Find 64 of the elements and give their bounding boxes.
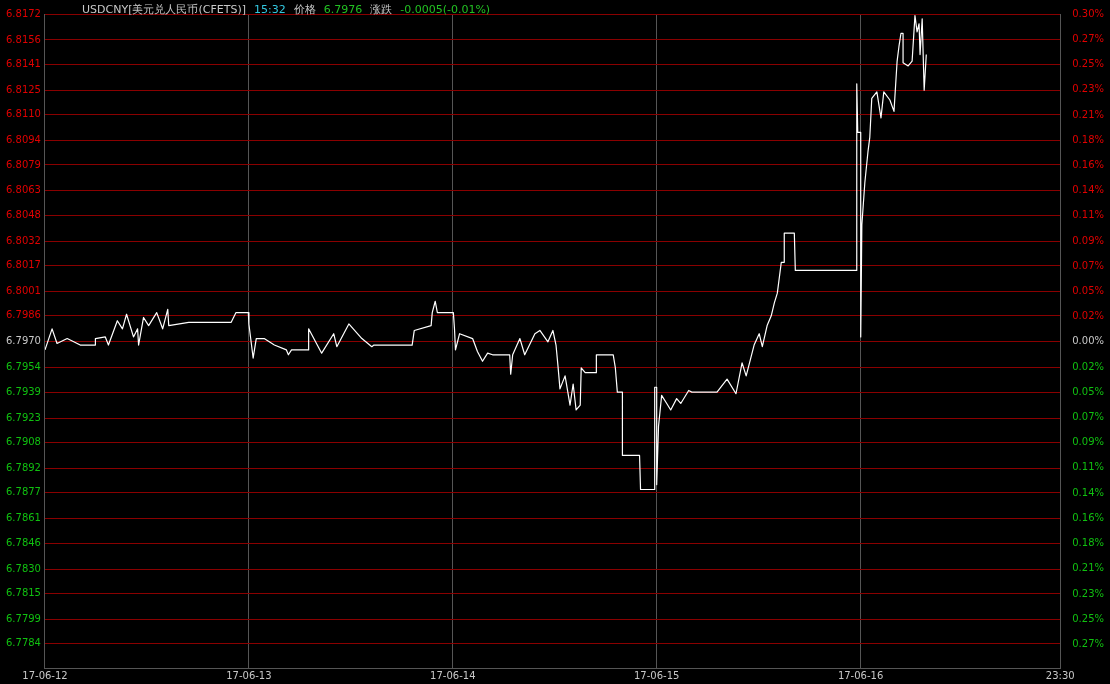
y-tick-label: 6.7923 [5, 411, 41, 423]
y-tick-label: 6.8032 [5, 234, 41, 246]
y2-tick-label: 0.21% [1072, 562, 1105, 574]
y2-tick-label: 0.11% [1072, 209, 1105, 221]
y2-tick-label: 0.11% [1072, 461, 1105, 473]
y-tick-label: 6.8172 [5, 7, 41, 19]
y2-tick-label: 0.25% [1072, 58, 1105, 69]
y2-tick-label: 0.05% [1072, 285, 1105, 297]
y2-tick-label: 0.00% [1072, 335, 1105, 347]
y-tick-label: 6.7970 [5, 335, 41, 347]
y2-tick-label: 0.07% [1072, 259, 1105, 271]
y-tick-label: 6.7877 [5, 486, 41, 498]
y-tick-label: 6.7892 [5, 461, 41, 473]
y2-tick-label: 0.09% [1072, 234, 1105, 246]
y-tick-label: 6.7939 [5, 385, 41, 397]
chart-title: USDCNY[美元兑人民币(CFETS)] [82, 3, 246, 16]
y-tick-label: 6.8048 [5, 208, 41, 220]
y-tick-label: 6.7830 [5, 562, 41, 574]
y2-tick-label: 0.14% [1072, 486, 1105, 498]
y2-tick-label: 0.02% [1072, 360, 1105, 372]
y-tick-label: 6.8110 [5, 108, 41, 120]
y2-tick-label: 0.21% [1072, 108, 1105, 120]
y-tick-label: 6.8063 [5, 184, 41, 196]
y-tick-label: 6.7954 [5, 361, 41, 373]
y2-tick-label: 0.16% [1072, 511, 1105, 523]
y2-tick-label: 0.18% [1072, 537, 1105, 549]
y2-tick-label: 0.14% [1072, 184, 1105, 196]
y2-tick-label: 0.07% [1072, 411, 1105, 423]
y-tick-label: 6.8156 [5, 33, 41, 45]
y2-tick-label: 0.23% [1072, 587, 1105, 599]
y2-tick-label: 0.16% [1072, 158, 1105, 170]
y-tick-label: 6.7846 [5, 536, 41, 548]
y-tick-label: 6.8079 [5, 158, 41, 170]
annotation: 6.7976 [323, 3, 363, 16]
y2-tick-label: 0.25% [1072, 612, 1105, 624]
y2-tick-label: 0.27% [1072, 637, 1105, 649]
y2-tick-label: 0.27% [1072, 32, 1105, 44]
y-tick-label: 6.8141 [5, 57, 41, 69]
y2-tick-label: 0.02% [1072, 310, 1105, 322]
x-tick-label: 17-06-12 [22, 669, 68, 681]
y-tick-label: 6.8001 [5, 285, 41, 297]
y2-tick-label: 0.18% [1072, 133, 1105, 145]
x-tick-label: 23:30 [1045, 669, 1075, 681]
x-tick-label: 17-06-13 [226, 669, 272, 681]
annotation: 价格 [293, 3, 316, 16]
annotation: 15:32 [253, 3, 286, 16]
annotation: 涨跌 [370, 3, 393, 16]
y-tick-label: 6.8017 [5, 259, 41, 271]
y2-tick-label: 0.30% [1072, 7, 1105, 19]
y-tick-label: 6.8125 [5, 83, 41, 95]
y-tick-label: 6.7815 [5, 586, 41, 598]
y-tick-label: 6.7986 [5, 309, 41, 321]
x-tick-label: 17-06-15 [633, 669, 680, 681]
y-tick-label: 6.7799 [5, 612, 41, 624]
annotation: -0.0005(-0.01%) [400, 3, 491, 16]
y-tick-label: 6.7784 [5, 637, 41, 649]
y2-tick-label: 0.23% [1072, 83, 1105, 95]
x-tick-label: 17-06-16 [837, 669, 884, 681]
y-tick-label: 6.8094 [5, 134, 41, 146]
y-tick-label: 6.7861 [5, 512, 41, 524]
y2-tick-label: 0.09% [1072, 436, 1105, 448]
y-tick-label: 6.7908 [5, 436, 41, 448]
x-tick-label: 17-06-14 [430, 669, 476, 681]
y2-tick-label: 0.05% [1072, 385, 1105, 397]
